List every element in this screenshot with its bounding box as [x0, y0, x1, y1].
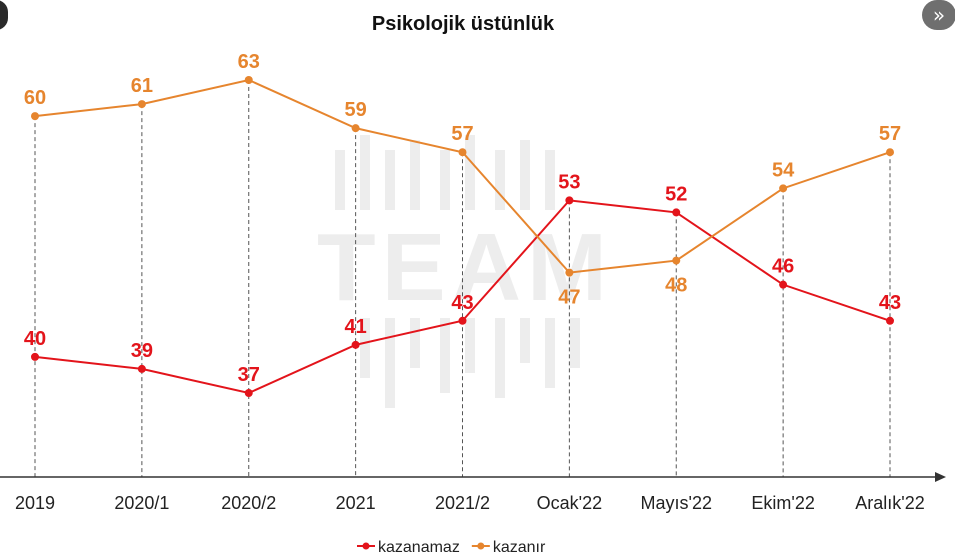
data-label: 60: [24, 87, 46, 109]
data-label: 54: [772, 159, 795, 181]
prev-edge-button[interactable]: [0, 0, 8, 30]
data-point: [779, 184, 788, 193]
vertical-guides: [34, 80, 891, 477]
x-tick-label: 2020/1: [114, 493, 169, 513]
data-point: [886, 148, 894, 157]
legend: kazanamaz kazanır: [357, 539, 546, 556]
x-tick-label: 2021/2: [435, 493, 490, 513]
data-point: [458, 148, 467, 157]
data-point: [886, 316, 894, 325]
data-point: [244, 76, 253, 84]
watermark-bar: [545, 318, 555, 388]
x-tick-label: Ocak'22: [537, 493, 602, 513]
watermark-bar: [360, 135, 370, 210]
data-label: 43: [879, 292, 901, 314]
watermark-bar: [465, 318, 475, 373]
data-label: 59: [345, 99, 367, 121]
watermark-bar: [385, 318, 395, 408]
data-label: 46: [772, 256, 794, 278]
data-point: [137, 364, 146, 373]
series-layer: [31, 76, 894, 397]
data-point: [351, 124, 360, 133]
data-label: 52: [665, 183, 687, 205]
data-point: [137, 100, 146, 109]
x-tick-label: Aralık'22: [855, 493, 924, 513]
watermark-bar: [495, 150, 505, 210]
x-tick-label: 2020/2: [221, 493, 276, 513]
next-slide-button[interactable]: »: [922, 0, 955, 30]
data-point: [779, 280, 788, 289]
data-point: [565, 196, 574, 205]
watermark-bar: [410, 318, 420, 368]
watermark-bar: [440, 318, 450, 393]
watermark-bar: [385, 150, 395, 210]
data-point: [31, 112, 39, 121]
data-label: 57: [879, 123, 901, 145]
x-tick-labels: 2019 2020/1 2020/2 2021 2021/2 Ocak'22 Mayıs'2…: [15, 493, 925, 513]
x-axis-arrow-icon: [935, 472, 946, 482]
data-label: 37: [238, 364, 260, 386]
data-label: 53: [558, 171, 580, 193]
data-label: 40: [24, 328, 46, 350]
data-label: 43: [451, 292, 473, 314]
data-labels: 40 39 37 41 43 53 52 46 43 60 61 63 59 57 47 48 54 57: [24, 51, 901, 386]
x-tick-label: 2019: [15, 493, 55, 513]
legend-marker: [477, 542, 485, 550]
data-label: 41: [345, 316, 367, 338]
x-axis: [0, 472, 946, 482]
data-label: 48: [665, 275, 687, 297]
data-label: 61: [131, 75, 153, 97]
data-point: [672, 256, 681, 265]
x-tick-label: 2021: [336, 493, 376, 513]
watermark-bar: [465, 135, 475, 210]
data-point: [458, 316, 467, 325]
legend-label: kazanır: [493, 539, 546, 556]
data-point: [565, 268, 574, 277]
double-chevron-right-icon: »: [932, 3, 946, 27]
watermark-bar: [360, 318, 370, 378]
watermark-bar: [495, 318, 505, 398]
legend-marker: [362, 542, 370, 550]
data-point: [31, 352, 39, 361]
watermark-bar: [410, 140, 420, 210]
chart-title: Psikolojik üstünlük: [372, 13, 555, 35]
data-label: 63: [238, 51, 260, 73]
data-label: 47: [558, 287, 580, 309]
data-label: 39: [131, 340, 153, 362]
watermark-bar: [570, 318, 580, 368]
data-point: [244, 389, 253, 397]
watermark-bar: [520, 140, 530, 210]
data-point: [351, 340, 360, 349]
data-label: 57: [451, 123, 473, 145]
watermark-bar: [335, 150, 345, 210]
watermark-bar: [545, 150, 555, 210]
x-tick-label: Mayıs'22: [641, 493, 712, 513]
watermark-bar: [440, 150, 450, 210]
legend-label: kazanamaz: [378, 539, 460, 556]
data-point: [672, 208, 681, 217]
watermark-bar: [520, 318, 530, 363]
x-tick-label: Ekim'22: [751, 493, 814, 513]
